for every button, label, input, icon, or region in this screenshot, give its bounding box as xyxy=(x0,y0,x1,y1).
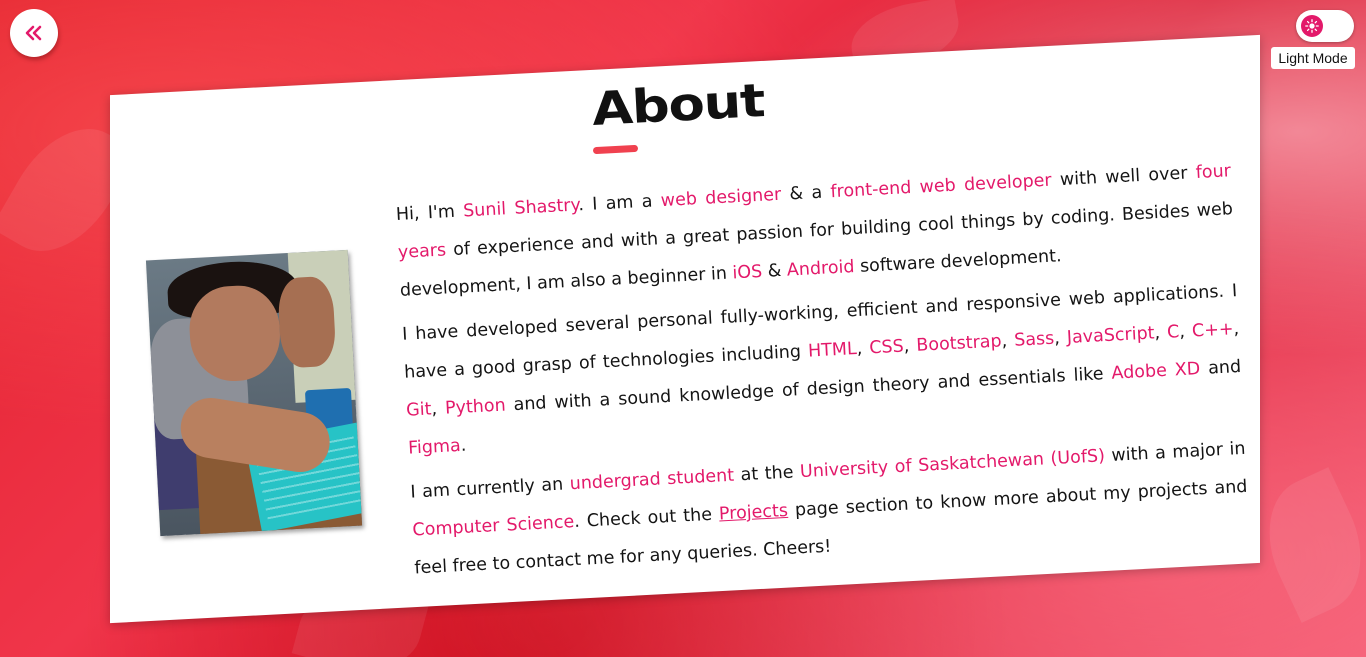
body-text: software development. xyxy=(853,246,1063,278)
highlight-text: C++ xyxy=(1191,319,1235,342)
body-text: Hi, I'm xyxy=(395,201,464,225)
about-text: Hi, I'm Sunil Shastry. I am a web design… xyxy=(395,152,1251,593)
body-text: with well over xyxy=(1051,163,1197,191)
highlight-text: Python xyxy=(444,395,507,419)
highlight-text: Computer Science xyxy=(412,512,575,541)
double-chevron-left-icon xyxy=(25,25,42,41)
projects-link[interactable]: Projects xyxy=(718,500,789,525)
body-text: & a xyxy=(780,182,832,205)
highlight-text: Android xyxy=(786,257,856,281)
page-title: About xyxy=(590,73,766,136)
theme-mode-label: Light Mode xyxy=(1271,47,1355,69)
highlight-text: Bootstrap xyxy=(915,331,1003,356)
body-text: , xyxy=(1153,322,1168,344)
body-text: & xyxy=(761,260,788,282)
body-text: , xyxy=(1001,330,1015,352)
highlight-text: University of Saskatchewan (UofS) xyxy=(799,446,1106,483)
body-text: and xyxy=(1199,356,1242,380)
body-text: with a major in xyxy=(1104,438,1246,467)
background-leaf xyxy=(1246,467,1366,623)
highlight-text: Figma xyxy=(407,435,462,459)
body-text: I am currently an xyxy=(410,474,571,503)
highlight-text: Adobe XD xyxy=(1111,359,1201,384)
highlight-text: web designer xyxy=(660,184,782,212)
highlight-text: CSS xyxy=(868,336,905,359)
theme-toggle[interactable] xyxy=(1296,10,1354,42)
highlight-text: Git xyxy=(405,399,433,421)
body-text: at the xyxy=(733,462,801,486)
highlight-text: undergrad student xyxy=(569,465,735,495)
body-text: , xyxy=(1233,319,1240,340)
body-text: . xyxy=(460,435,467,456)
body-text: , xyxy=(1178,321,1193,343)
body-text: , xyxy=(856,338,870,360)
body-text: . Check out the xyxy=(573,504,720,533)
highlight-text: Sunil Shastry xyxy=(462,195,579,222)
sun-icon xyxy=(1305,19,1319,33)
back-button[interactable] xyxy=(10,9,58,57)
highlight-text: HTML xyxy=(807,339,858,362)
body-text: . I am a xyxy=(577,191,662,216)
highlight-text: iOS xyxy=(731,261,763,284)
profile-photo xyxy=(145,249,363,537)
theme-toggle-knob xyxy=(1301,15,1323,37)
highlight-text: front-end web developer xyxy=(829,170,1053,203)
body-text: , xyxy=(1053,328,1068,349)
highlight-text: Sass xyxy=(1013,328,1055,351)
body-text: , xyxy=(430,398,446,420)
highlight-text: JavaScript xyxy=(1066,323,1156,349)
body-text: , xyxy=(903,335,917,357)
